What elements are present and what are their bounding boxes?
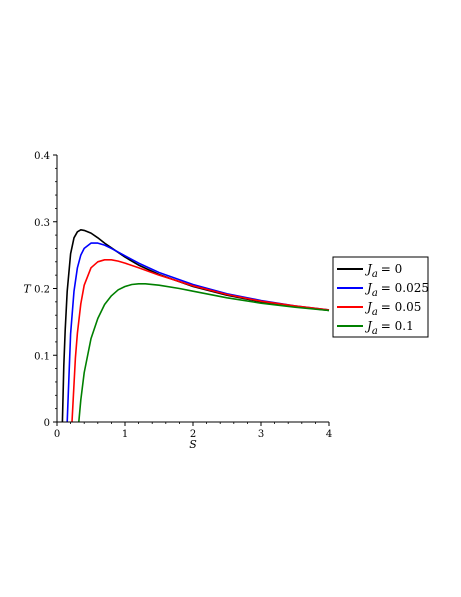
legend-item: Ja = 0.1 [337, 319, 414, 337]
legend-label: Ja = 0 [364, 262, 402, 280]
y-axis-label: T [23, 283, 32, 296]
legend-value: = 0.025 [381, 281, 429, 295]
series-layer [61, 229, 330, 423]
y-tick-label: 0.4 [34, 151, 50, 162]
y-tick-label: 0 [44, 418, 50, 429]
series-line-1 [66, 242, 330, 423]
y-tick-label: 0.1 [34, 351, 50, 362]
legend-item: Ja = 0.05 [337, 300, 421, 318]
legend-box [332, 256, 429, 338]
series-line-0 [61, 229, 330, 423]
legend-subscript: a [372, 307, 378, 318]
series-line-3 [78, 282, 330, 423]
legend-subscript: a [372, 269, 378, 280]
tick-layer: 0 1 2 3 4 0 0.1 0.2 0.3 0.4 [34, 151, 332, 440]
x-axis-label: S [189, 438, 197, 451]
plot-area: 0 1 2 3 4 0 0.1 0.2 0.3 0.4 S T [23, 151, 332, 451]
legend-value: = 0.1 [381, 319, 414, 333]
series-line-2 [71, 258, 330, 423]
y-tick-label: 0.2 [34, 285, 50, 296]
legend-label: Ja = 0.05 [364, 300, 421, 318]
y-tick-label: 0.3 [34, 218, 50, 229]
legend-label: Ja = 0.1 [364, 319, 414, 337]
x-tick-label: 3 [258, 429, 264, 440]
legend-symbol: J [364, 319, 373, 333]
x-tick-label: 1 [122, 429, 128, 440]
legend-subscript: a [372, 288, 378, 299]
x-tick-label: 0 [54, 429, 60, 440]
legend-value: = 0.05 [381, 300, 422, 314]
legend-label: Ja = 0.025 [364, 281, 429, 299]
legend-symbol: J [364, 300, 373, 314]
x-tick-label: 2 [190, 429, 196, 440]
x-tick-label: 4 [326, 429, 332, 440]
legend-item: Ja = 0.025 [337, 281, 429, 299]
legend-value: = 0 [381, 262, 403, 276]
legend-item: Ja = 0 [337, 262, 402, 280]
legend-subscript: a [372, 326, 378, 337]
legend-symbol: J [364, 262, 373, 276]
legend-symbol: J [364, 281, 373, 295]
